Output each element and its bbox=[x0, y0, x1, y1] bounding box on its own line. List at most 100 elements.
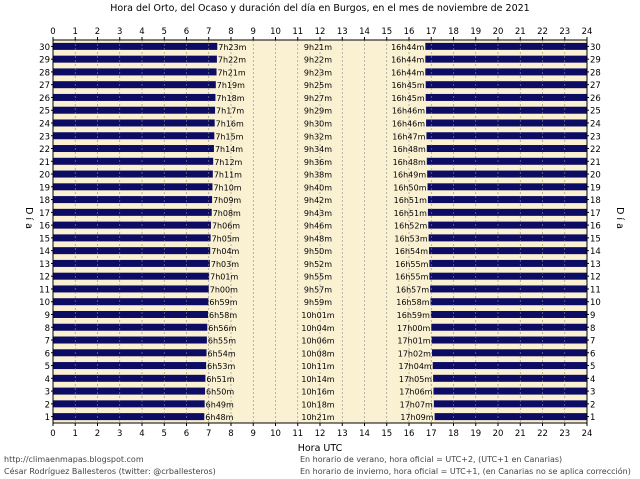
night-bar-morning-day-21 bbox=[53, 157, 214, 165]
night-bar-evening-day-16 bbox=[428, 221, 587, 229]
sunset-label: 17h02m bbox=[398, 349, 431, 358]
sunset-label: 16h48m bbox=[393, 145, 426, 154]
y-axis-title-right: D í a bbox=[614, 207, 625, 229]
x-tick-bottom: 23 bbox=[559, 429, 570, 439]
night-bar-evening-day-1 bbox=[434, 413, 587, 421]
duration-label: 10h04m bbox=[301, 324, 334, 333]
y-tick-right: 20 bbox=[590, 171, 601, 181]
sunrise-label: 6h48m bbox=[205, 413, 233, 422]
x-tick-top: 6 bbox=[184, 27, 189, 37]
sunset-label: 16h51m bbox=[394, 196, 427, 205]
night-bar-evening-day-28 bbox=[425, 68, 587, 76]
y-tick-left: 27 bbox=[39, 81, 50, 91]
night-bar-morning-day-10 bbox=[53, 298, 209, 306]
night-bar-morning-day-3 bbox=[53, 387, 206, 395]
sunrise-label: 7h18m bbox=[216, 94, 244, 103]
x-tick-top: 12 bbox=[315, 27, 326, 37]
sunrise-label: 7h10m bbox=[213, 183, 241, 192]
duration-label: 9h34m bbox=[304, 145, 332, 154]
duration-label: 9h52m bbox=[304, 260, 332, 269]
night-bar-morning-day-7 bbox=[53, 336, 207, 344]
sunset-label: 17h00m bbox=[397, 324, 430, 333]
sunset-label: 17h01m bbox=[397, 337, 430, 346]
y-tick-right: 14 bbox=[590, 247, 601, 257]
duration-label: 10h16m bbox=[301, 388, 334, 397]
sunrise-label: 7h23m bbox=[218, 43, 246, 52]
night-bar-evening-day-6 bbox=[431, 349, 587, 357]
sunset-label: 16h53m bbox=[394, 234, 427, 243]
x-tick-bottom: 15 bbox=[381, 429, 392, 439]
footer-blog: http://climaenmapas.blogspot.com bbox=[4, 455, 144, 464]
y-tick-right: 25 bbox=[590, 107, 601, 117]
y-tick-right: 28 bbox=[590, 68, 601, 78]
night-bar-evening-day-11 bbox=[430, 285, 587, 293]
y-tick-left: 8 bbox=[45, 324, 50, 334]
x-tick-bottom: 0 bbox=[50, 429, 55, 439]
x-tick-top: 22 bbox=[537, 27, 548, 37]
x-tick-bottom: 12 bbox=[315, 429, 326, 439]
x-tick-top: 13 bbox=[337, 27, 348, 37]
night-bar-evening-day-15 bbox=[428, 234, 587, 242]
y-tick-left: 14 bbox=[39, 247, 50, 257]
sunrise-label: 7h15m bbox=[215, 132, 243, 141]
x-tick-top: 14 bbox=[359, 27, 370, 37]
night-bar-morning-day-28 bbox=[53, 68, 217, 76]
duration-label: 10h06m bbox=[301, 337, 334, 346]
night-bar-morning-day-24 bbox=[53, 119, 215, 127]
y-tick-left: 15 bbox=[39, 234, 50, 244]
night-bar-morning-day-25 bbox=[53, 106, 216, 114]
duration-label: 9h30m bbox=[304, 119, 332, 128]
night-bar-evening-day-24 bbox=[426, 119, 587, 127]
night-bar-morning-day-27 bbox=[53, 81, 216, 89]
night-bar-evening-day-25 bbox=[426, 106, 587, 114]
y-tick-right: 22 bbox=[590, 145, 601, 155]
y-tick-left: 29 bbox=[39, 56, 50, 66]
night-bar-evening-day-2 bbox=[433, 400, 587, 408]
sunset-label: 16h45m bbox=[391, 81, 424, 90]
x-tick-top: 23 bbox=[559, 27, 570, 37]
duration-label: 9h57m bbox=[304, 285, 332, 294]
y-tick-right: 13 bbox=[590, 260, 601, 270]
duration-label: 9h23m bbox=[304, 68, 332, 77]
y-tick-right: 7 bbox=[590, 337, 595, 347]
night-bar-morning-day-30 bbox=[53, 42, 218, 50]
night-bar-evening-day-12 bbox=[429, 272, 587, 280]
y-tick-left: 11 bbox=[39, 285, 50, 295]
night-bar-morning-day-20 bbox=[53, 170, 213, 178]
sunset-label: 16h44m bbox=[391, 56, 424, 65]
night-bar-evening-day-14 bbox=[429, 247, 587, 255]
x-tick-top: 10 bbox=[270, 27, 281, 37]
night-bar-morning-day-23 bbox=[53, 132, 215, 140]
night-bar-morning-day-1 bbox=[53, 413, 205, 421]
night-bar-evening-day-18 bbox=[427, 196, 587, 204]
duration-label: 9h27m bbox=[304, 94, 332, 103]
sunrise-label: 7h17m bbox=[216, 107, 244, 116]
sunset-label: 17h07m bbox=[400, 400, 433, 409]
sunrise-label: 7h00m bbox=[210, 285, 238, 294]
x-tick-bottom: 9 bbox=[251, 429, 256, 439]
duration-label: 9h29m bbox=[304, 107, 332, 116]
night-bar-evening-day-22 bbox=[426, 145, 587, 153]
sunrise-label: 7h21m bbox=[218, 68, 246, 77]
duration-label: 9h42m bbox=[304, 196, 332, 205]
sunrise-label: 7h04m bbox=[211, 247, 239, 256]
x-tick-bottom: 7 bbox=[206, 429, 211, 439]
y-tick-right: 27 bbox=[590, 81, 601, 91]
y-tick-right: 17 bbox=[590, 209, 601, 219]
duration-label: 9h21m bbox=[304, 43, 332, 52]
night-bar-morning-day-12 bbox=[53, 272, 210, 280]
x-tick-top: 11 bbox=[292, 27, 303, 37]
x-tick-bottom: 13 bbox=[337, 429, 348, 439]
night-bar-evening-day-3 bbox=[433, 387, 587, 395]
y-tick-left: 12 bbox=[39, 273, 50, 283]
duration-label: 10h14m bbox=[301, 375, 334, 384]
y-tick-left: 17 bbox=[39, 209, 50, 219]
night-bar-evening-day-13 bbox=[429, 259, 587, 267]
x-tick-top: 24 bbox=[582, 27, 593, 37]
y-tick-left: 13 bbox=[39, 260, 50, 270]
sunrise-label: 7h11m bbox=[214, 171, 242, 180]
sunset-label: 16h58m bbox=[396, 298, 429, 307]
x-tick-top: 21 bbox=[515, 27, 526, 37]
y-tick-left: 23 bbox=[39, 132, 50, 142]
